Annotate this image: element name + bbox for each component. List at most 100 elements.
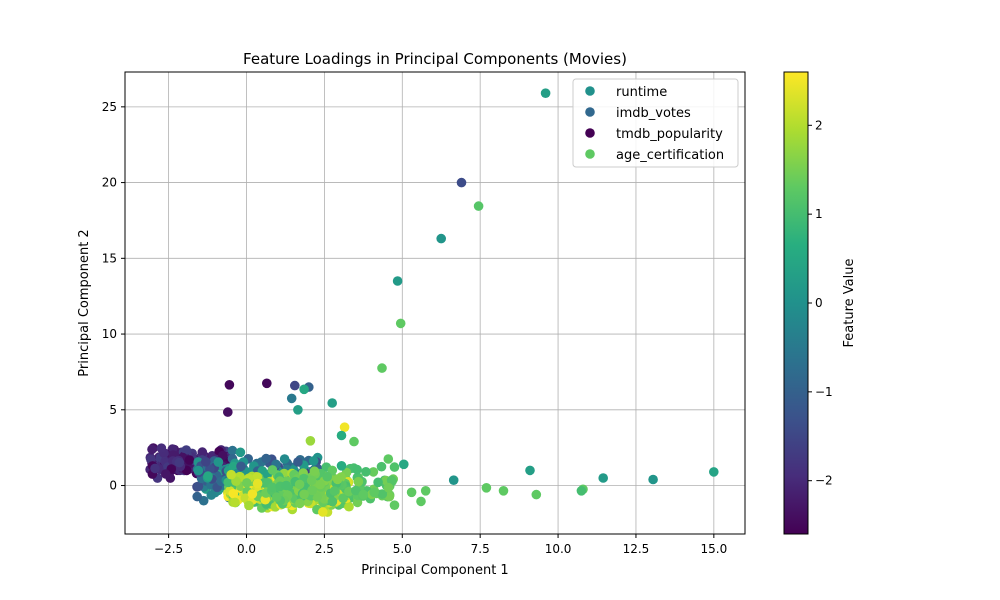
scatter-point [352, 464, 362, 475]
scatter-point [383, 482, 394, 493]
y-axis-ticks: 0 5 10 15 20 25 [102, 100, 125, 493]
scatter-point [203, 471, 213, 481]
scatter-point [709, 467, 719, 477]
legend: runtime imdb_votes tmdb_popularity age_cert… [572, 78, 739, 168]
x-tick-label: 7.5 [471, 542, 490, 556]
scatter-point [318, 507, 328, 517]
legend-marker [585, 128, 595, 138]
scatter-point [252, 478, 263, 489]
x-axis-ticks: −2.5 0.0 2.5 5.0 7.5 10.0 12.5 15.0 [154, 534, 727, 556]
scatter-point [305, 436, 316, 446]
scatter-point [201, 457, 211, 467]
y-tick-label: 0 [109, 479, 117, 493]
legend-label: tmdb_popularity [616, 127, 723, 142]
scatter-point [399, 459, 409, 470]
y-tick-label: 25 [102, 100, 117, 114]
scatter-point [377, 489, 388, 499]
scatter-point [336, 461, 347, 471]
scatter-point [358, 489, 369, 500]
scatter-point [576, 486, 587, 496]
scatter-point [648, 474, 658, 485]
scatter-point [240, 493, 251, 504]
legend-label: age_certification [616, 148, 724, 163]
scatter-point [160, 469, 171, 479]
scatter-point [150, 463, 160, 474]
colorbar-tick-label: −1 [815, 385, 833, 399]
legend-label: imdb_votes [616, 106, 691, 121]
scatter-point [174, 457, 185, 468]
legend-label: runtime [616, 85, 667, 100]
scatter-point [293, 457, 303, 467]
scatter-point [352, 497, 363, 508]
scatter-point [322, 471, 333, 482]
colorbar-label: Feature Value [842, 259, 857, 348]
scatter-point [306, 475, 317, 486]
scatter-point [336, 430, 347, 441]
scatter-point [327, 496, 338, 507]
chart-title: Feature Loadings in Principal Components… [243, 50, 627, 68]
scatter-point [525, 465, 535, 476]
scatter-point [315, 479, 326, 490]
scatter-point [156, 443, 167, 454]
scatter-point [448, 475, 459, 486]
scatter-point [294, 479, 305, 490]
x-tick-label: 0.0 [237, 542, 256, 556]
scatter-point [299, 384, 309, 395]
scatter-point [267, 465, 278, 475]
scatter-point [383, 454, 394, 464]
scatter-point [332, 474, 343, 485]
scatter-point [339, 422, 350, 433]
x-tick-label: 10.0 [545, 542, 572, 556]
scatter-point [295, 498, 305, 509]
scatter-point [224, 380, 235, 390]
colorbar-tick-label: −2 [815, 474, 833, 488]
scatter-point [197, 447, 208, 457]
scatter-point [351, 485, 361, 496]
scatter-point [344, 501, 354, 512]
scatter-point [386, 475, 397, 486]
scatter-point [540, 88, 551, 98]
x-tick-label: 12.5 [623, 542, 650, 556]
scatter-point [338, 493, 348, 504]
scatter-point [286, 393, 297, 404]
scatter-point [184, 455, 195, 465]
scatter-point [373, 477, 383, 488]
scatter-point [376, 461, 387, 472]
scatter-point [262, 378, 272, 389]
scatter-point [230, 497, 240, 508]
scatter-point [389, 462, 400, 472]
scatter-point [281, 480, 292, 491]
scatter-point [353, 476, 364, 487]
scatter-point [598, 473, 608, 483]
scatter-point [473, 201, 484, 211]
x-axis-label: Principal Component 1 [361, 563, 508, 578]
plot-frame [124, 71, 746, 535]
scatter-point [309, 466, 320, 477]
scatter-point [327, 398, 338, 408]
y-axis-label: Principal Component 2 [77, 229, 92, 376]
scatter-point [192, 491, 202, 502]
scatter-point [228, 461, 239, 472]
scatter-point [223, 407, 233, 417]
scatter-point [147, 444, 157, 455]
scatter-point [395, 318, 406, 329]
scatter-point [361, 467, 371, 477]
colorbar-gradient [784, 72, 808, 534]
scatter-point [481, 483, 492, 493]
scatter-point [406, 487, 417, 498]
scatter-point [436, 233, 447, 244]
scatter-point [235, 447, 246, 458]
scatter-point [369, 487, 380, 498]
scatter-point [261, 453, 271, 464]
scatter-point [227, 445, 238, 456]
scatter-point [456, 177, 467, 188]
legend-marker [585, 86, 595, 96]
y-tick-label: 5 [109, 403, 117, 417]
scatter-point [193, 465, 204, 476]
scatter-point [349, 436, 359, 447]
legend-box [572, 78, 739, 168]
scatter-point [206, 490, 217, 500]
scatter-point [293, 405, 303, 415]
scatter-point [279, 454, 290, 464]
